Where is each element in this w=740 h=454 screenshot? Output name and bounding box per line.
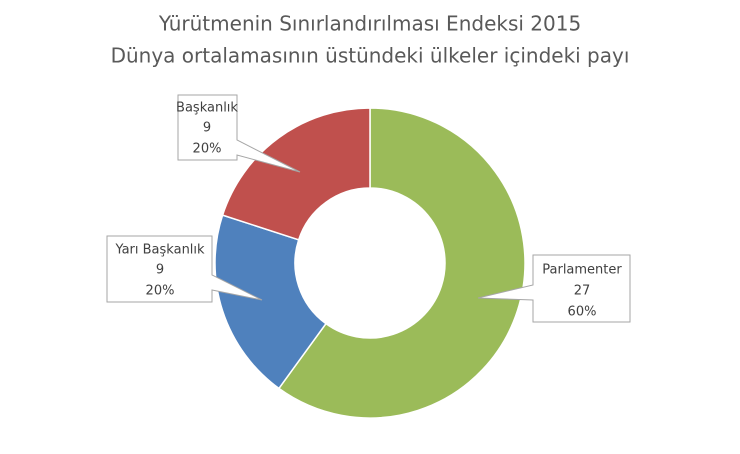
data-label-value: 9 [203, 121, 211, 136]
data-label-percent: 60% [568, 305, 597, 320]
callout-box [477, 254, 631, 323]
data-label-percent: 20% [146, 284, 175, 299]
data-label-name: Parlamenter [542, 263, 622, 278]
donut-slice [214, 214, 327, 390]
data-label-name: Başkanlık [176, 101, 238, 116]
callout-box [177, 94, 301, 173]
data-label-name: Yarı Başkanlık [114, 243, 205, 258]
data-label-value: 27 [574, 284, 591, 299]
chart-title: Yürütmenin Sınırlandırılması Endeksi 201… [158, 12, 581, 36]
chart-subtitle: Dünya ortalamasının üstündeki ülkeler iç… [111, 44, 630, 68]
donut-slice [277, 107, 526, 419]
donut-slice [221, 107, 371, 241]
callout-box [106, 235, 263, 303]
data-label-percent: 20% [193, 142, 222, 157]
data-label-value: 9 [156, 263, 164, 278]
